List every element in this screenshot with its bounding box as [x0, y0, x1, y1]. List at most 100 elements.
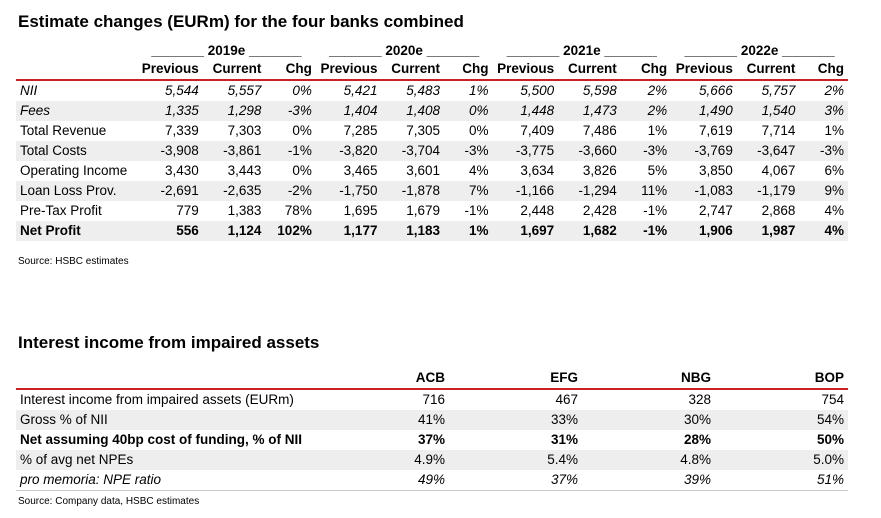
- table-cell: -1,179: [736, 181, 800, 201]
- table-cell: -3,820: [315, 141, 382, 161]
- table-cell: 1,404: [315, 101, 382, 121]
- year-header: _______ 2020e _______: [329, 43, 480, 58]
- table-cell: 5,544: [164, 83, 199, 98]
- table-cell: -3,769: [671, 141, 737, 161]
- table-cell: 49%: [316, 470, 449, 491]
- row-label: Interest income from impaired assets (EU…: [20, 392, 294, 407]
- year-header: _______ 2021e _______: [506, 43, 657, 58]
- table-cell: 5,757: [761, 83, 796, 98]
- table-cell: 7,303: [227, 123, 262, 138]
- table-row: Total Revenue 7,339 7,303 0% 7,285 7,305 0% 7,4…: [16, 121, 848, 141]
- table-cell: 0%: [292, 83, 312, 98]
- column-header: Current: [736, 59, 800, 81]
- table-cell: 4%: [824, 203, 844, 218]
- table-cell: 1,679: [406, 203, 441, 218]
- table-cell: 467: [555, 392, 578, 407]
- table-cell: -1,294: [558, 181, 621, 201]
- table-cell: -2%: [265, 181, 316, 201]
- table-cell: 1,473: [558, 101, 621, 121]
- column-header: ACB: [316, 368, 449, 390]
- table-cell: 328: [688, 392, 711, 407]
- table-cell: 5,483: [406, 83, 441, 98]
- table-cell: 4,067: [761, 163, 796, 178]
- row-label: NII: [20, 83, 38, 98]
- table-cell: -3%: [265, 101, 316, 121]
- row-label: % of avg net NPEs: [16, 450, 316, 470]
- table-cell: 1,697: [492, 221, 559, 241]
- table-cell: 2%: [620, 101, 672, 121]
- column-header: Chg: [799, 59, 848, 81]
- year-header-spacer: [16, 42, 137, 59]
- table-cell: 2,747: [699, 203, 733, 218]
- row-label: Fees: [16, 101, 138, 121]
- table-cell: -1%: [643, 203, 668, 218]
- table2-title: Interest income from impaired assets: [18, 333, 320, 352]
- table-cell: 0%: [292, 123, 312, 138]
- table-cell: 78%: [284, 203, 312, 218]
- table-cell: -1%: [620, 221, 672, 241]
- column-header: Current: [202, 59, 266, 81]
- table-cell: 3,430: [164, 163, 199, 178]
- column-header: Previous: [671, 59, 737, 81]
- table-cell: 2,868: [761, 203, 796, 218]
- table-cell: 716: [422, 392, 445, 407]
- row-label: Total Revenue: [20, 123, 107, 138]
- table-cell: 3,443: [227, 163, 262, 178]
- table-cell: 3,850: [699, 163, 733, 178]
- table-cell: 11%: [620, 181, 672, 201]
- table-cell: -3,704: [381, 141, 445, 161]
- table-row: Interest income from impaired assets (EU…: [16, 389, 848, 410]
- table-cell: 5.4%: [449, 450, 582, 470]
- column-header: Previous: [492, 59, 559, 81]
- table-cell: -1,878: [381, 181, 445, 201]
- table-row: Total Costs -3,908 -3,861 -1% -3,820 -3,704 -3…: [16, 141, 848, 161]
- table-cell: 1,335: [137, 101, 203, 121]
- table-cell: 2,428: [582, 203, 617, 218]
- table-cell: 1,298: [202, 101, 266, 121]
- table-cell: 4%: [799, 221, 848, 241]
- table-row: NII 5,544 5,557 0% 5,421 5,483 1% 5,500 5,598 2% 5…: [16, 80, 848, 101]
- table-cell: 5,500: [520, 83, 555, 98]
- table-cell: -3%: [620, 141, 672, 161]
- table-cell: -3,861: [202, 141, 266, 161]
- table-cell: 51%: [715, 470, 848, 491]
- table-cell: 41%: [316, 410, 449, 430]
- table-cell: 1,695: [343, 203, 378, 218]
- table-cell: 1,906: [671, 221, 737, 241]
- table-cell: 1,383: [227, 203, 262, 218]
- table-cell: 7%: [444, 181, 493, 201]
- table-cell: 7,285: [343, 123, 378, 138]
- column-header: Current: [381, 59, 445, 81]
- table-row: pro memoria: NPE ratio 49% 37% 39% 51%: [16, 470, 848, 491]
- table-cell: 3,826: [582, 163, 617, 178]
- table-row: Fees 1,335 1,298 -3% 1,404 1,408 0% 1,448 1,473 2…: [16, 101, 848, 121]
- table-cell: 2,448: [520, 203, 555, 218]
- table-cell: 1,177: [315, 221, 382, 241]
- table-cell: -3%: [799, 141, 848, 161]
- column-header: Previous: [315, 59, 382, 81]
- table-cell: 779: [176, 203, 199, 218]
- table-row: Net assuming 40bp cost of funding, % of …: [16, 430, 848, 450]
- row-label: Total Costs: [16, 141, 138, 161]
- table-cell: 31%: [550, 432, 578, 447]
- table-cell: -1,166: [492, 181, 559, 201]
- row-label: pro memoria: NPE ratio: [16, 470, 316, 491]
- table-cell: -1,750: [315, 181, 382, 201]
- table-cell: 556: [137, 221, 203, 241]
- table-cell: 0%: [444, 101, 493, 121]
- table-row: Loan Loss Prov. -2,691 -2,635 -2% -1,750 -1,8…: [16, 181, 848, 201]
- table-cell: 1%: [647, 123, 668, 138]
- table-cell: 37%: [417, 432, 445, 447]
- column-header: BOP: [715, 368, 848, 390]
- table-cell: 2%: [647, 83, 668, 98]
- table-cell: 1%: [468, 83, 489, 98]
- table-cell: 1,987: [736, 221, 800, 241]
- table-cell: 4.9%: [316, 450, 449, 470]
- table-cell: -1%: [265, 141, 316, 161]
- column-header-label: [16, 59, 138, 81]
- table-cell: -1%: [464, 203, 489, 218]
- estimate-changes-table: _______ 2019e _______ _______ 2020e ____…: [16, 42, 848, 241]
- table-cell: 9%: [799, 181, 848, 201]
- table-cell: -2,635: [202, 181, 266, 201]
- table-cell: 7,619: [699, 123, 733, 138]
